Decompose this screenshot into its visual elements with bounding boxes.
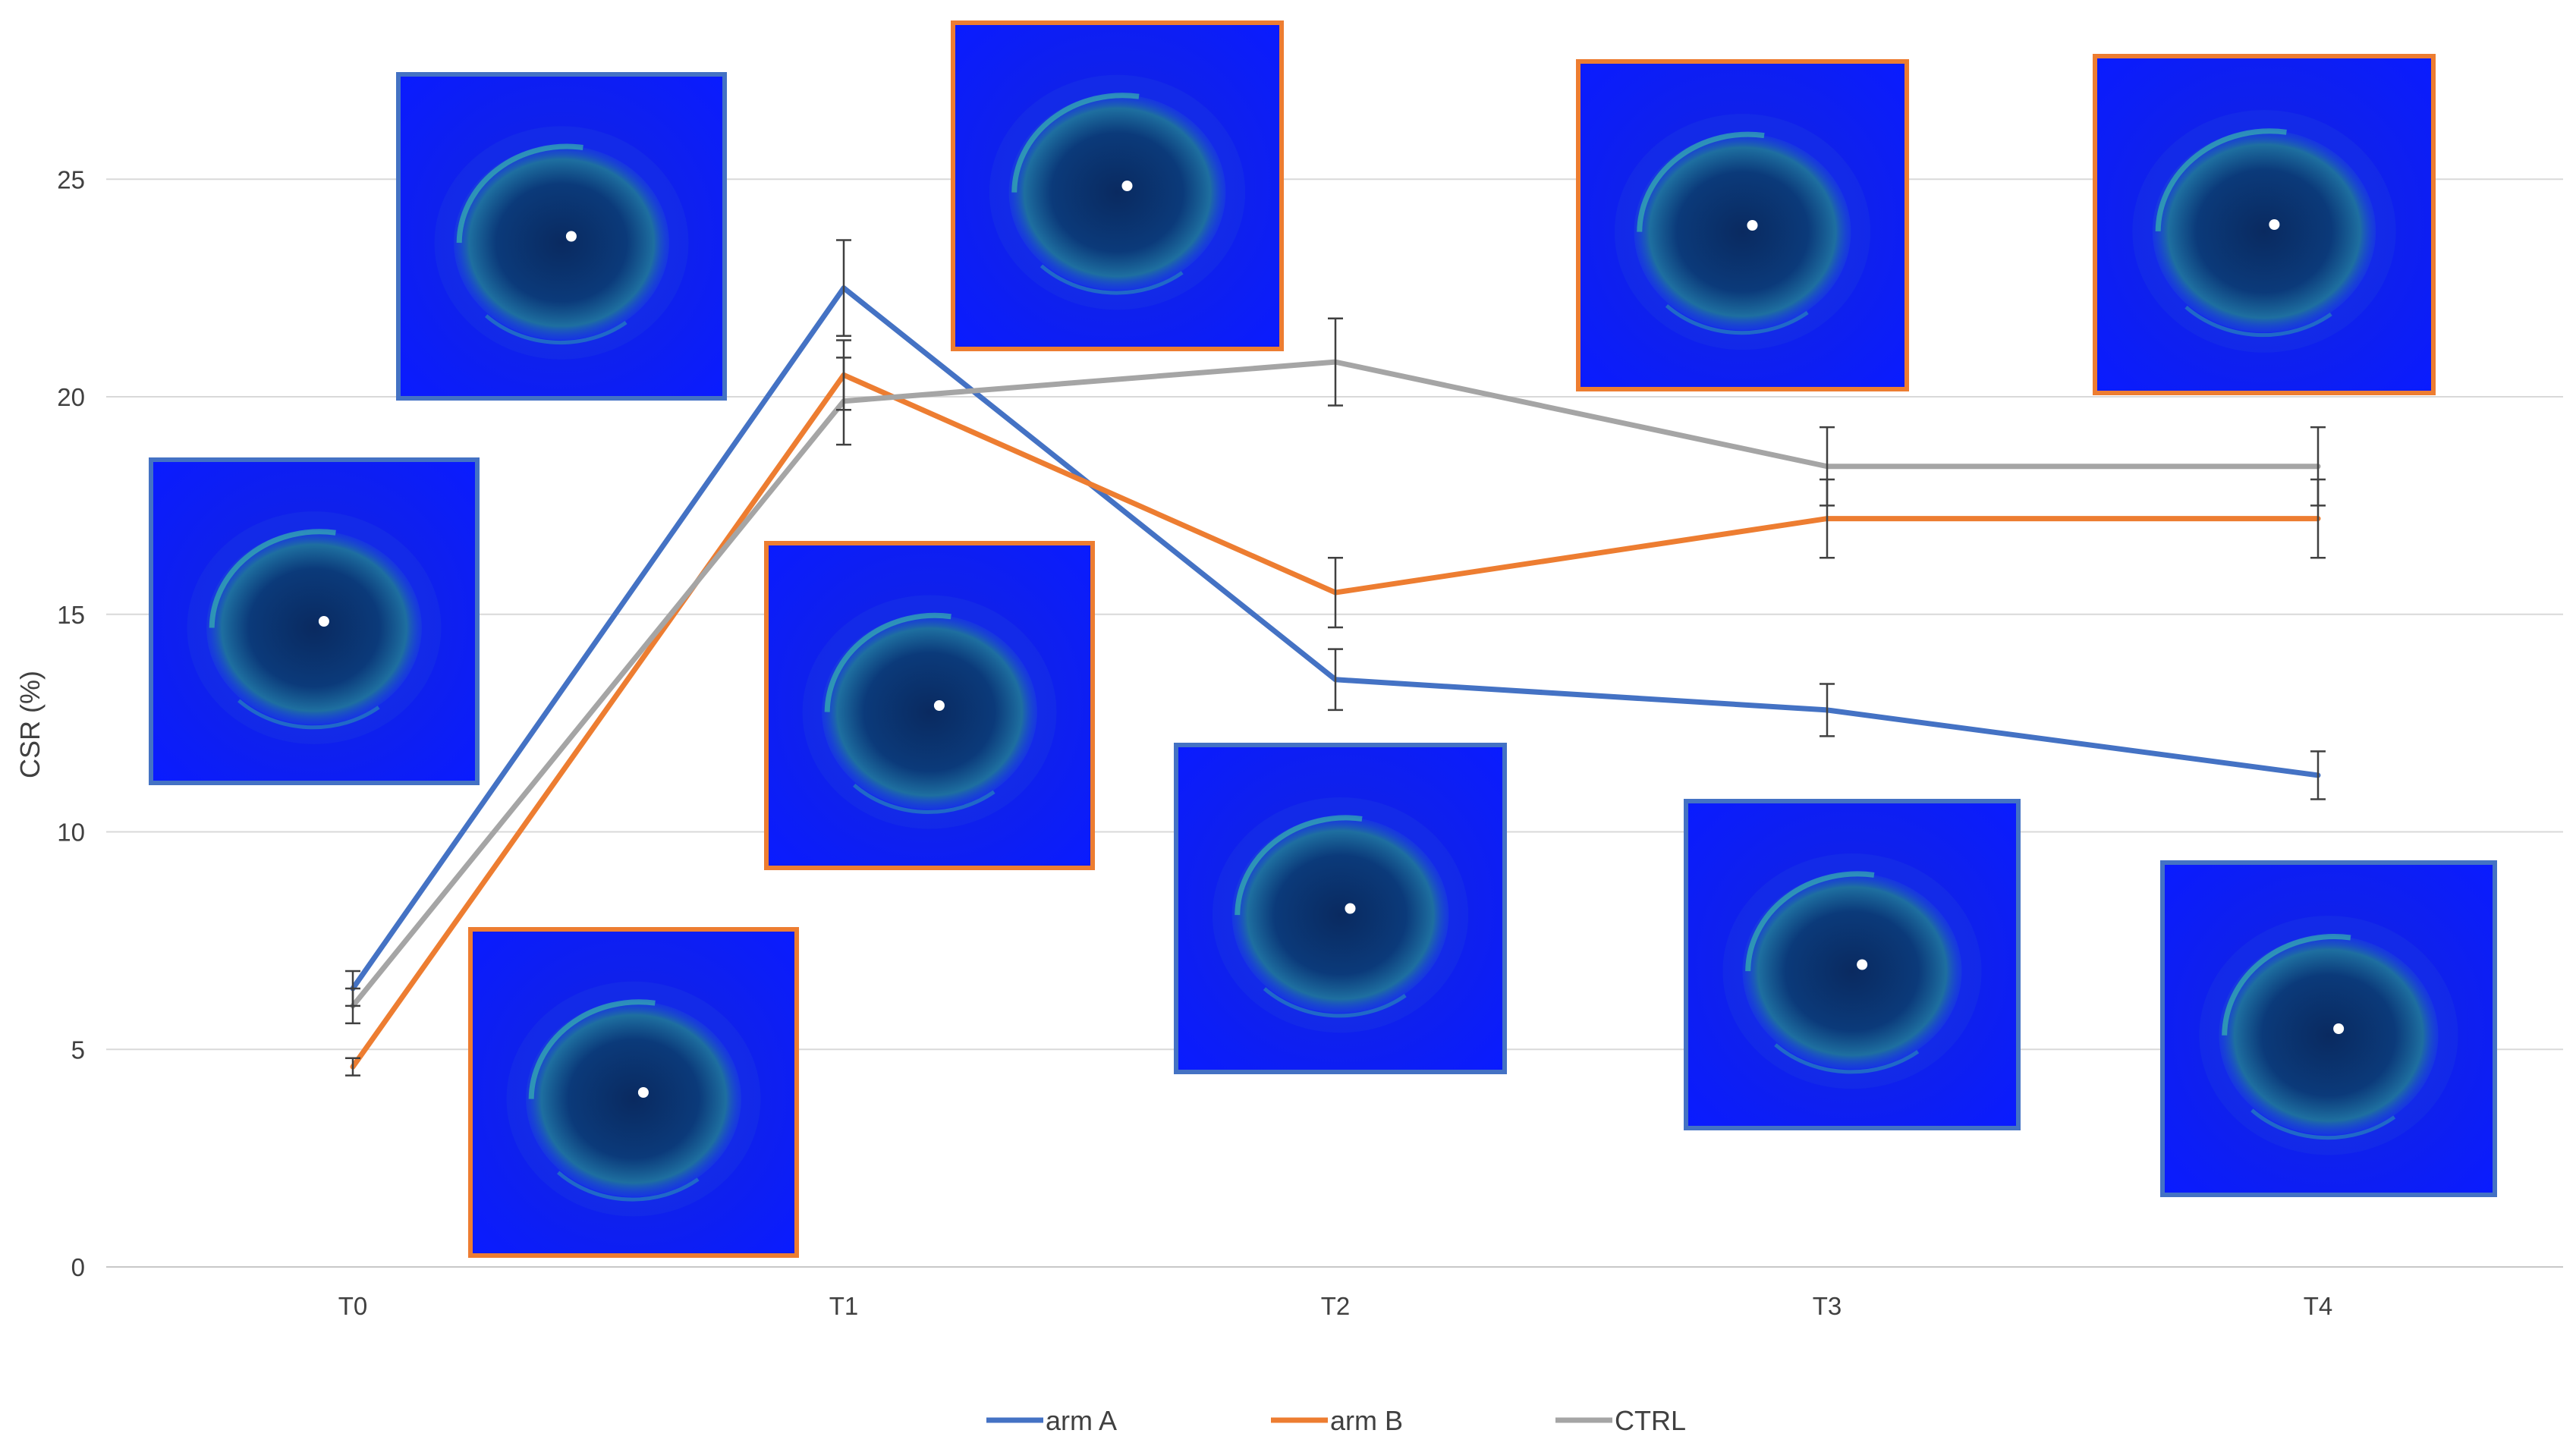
- eye-photo-border: [2093, 54, 2436, 395]
- y-axis-title: CSR (%): [14, 671, 46, 778]
- eye-photo-t4-arm-a: [2160, 860, 2497, 1197]
- y-tick-label: 20: [57, 383, 85, 411]
- eye-photo-t3-arm-b: [1576, 59, 1909, 391]
- y-tick-label: 5: [71, 1036, 85, 1064]
- fluorescein-stain: [1011, 93, 1140, 193]
- fluorescein-stain: [2184, 305, 2332, 338]
- legend-label: CTRL: [1615, 1405, 1686, 1436]
- cornea: [1634, 134, 1851, 331]
- cornea: [454, 145, 669, 341]
- legend-item-ctrl: CTRL: [1555, 1405, 1686, 1436]
- cornea: [1231, 816, 1449, 1014]
- fluorescein-stain: [824, 612, 951, 712]
- light-reflex: [2333, 1023, 2345, 1034]
- fluorescein-stain: [1665, 303, 1809, 335]
- eye-photo-t4-arm-b: [2093, 54, 2436, 395]
- error-bar: [2310, 426, 2326, 507]
- fluorescein-stain: [528, 999, 656, 1099]
- cornea: [526, 1001, 741, 1197]
- error-bar: [1820, 683, 1835, 737]
- eye-photo-t2-arm-b: [951, 20, 1284, 351]
- error-bar: [345, 1057, 360, 1077]
- x-tick-label: T1: [829, 1292, 859, 1320]
- fluorescein-stain: [1774, 1043, 1920, 1074]
- y-tick-label: 25: [57, 165, 85, 193]
- error-bar: [1820, 426, 1835, 507]
- eye-photo-border: [1576, 59, 1909, 391]
- y-tick-label: 15: [57, 601, 85, 629]
- fluorescein-stain: [209, 529, 336, 628]
- legend: arm A arm B CTRL: [986, 1405, 1686, 1436]
- x-tick-label: T0: [338, 1292, 368, 1320]
- eye-photo-t2-arm-a: [1174, 743, 1507, 1074]
- error-bar: [836, 239, 851, 337]
- eye-photo-t3-arm-a: [1684, 799, 2021, 1130]
- light-reflex: [1121, 181, 1133, 191]
- error-bar: [345, 987, 360, 1025]
- eye-photo-border: [1684, 799, 2021, 1130]
- light-reflex: [318, 616, 329, 627]
- eye-photo-border: [396, 72, 727, 401]
- eye-photo-t1-arm-a: [396, 72, 727, 401]
- axes: CSR (%) 0 5 10 15 20 25 T0 T1 T2 T3 T4: [14, 165, 2332, 1320]
- error-bar: [836, 357, 851, 446]
- light-reflex: [565, 231, 577, 242]
- eye-photo-t1-arm-b: [764, 541, 1095, 870]
- error-bars: [345, 239, 2326, 1077]
- cornea: [1742, 872, 1962, 1070]
- error-bar: [1328, 317, 1343, 407]
- fluorescein-stain: [456, 143, 583, 244]
- fluorescein-stain: [2222, 934, 2351, 1036]
- light-reflex: [1747, 220, 1758, 231]
- eye-photo-border: [2160, 860, 2497, 1197]
- fluorescein-stain: [2250, 1108, 2396, 1140]
- x-tick-label: T2: [1321, 1292, 1351, 1320]
- fluorescein-stain: [1637, 131, 1765, 232]
- cornea: [2219, 935, 2439, 1136]
- fluorescein-stain: [1263, 987, 1407, 1018]
- light-reflex: [637, 1087, 649, 1098]
- y-tick-label: 10: [57, 819, 85, 847]
- x-tick-label: T4: [2304, 1292, 2333, 1320]
- cornea: [206, 530, 422, 725]
- fluorescein-stain: [1040, 264, 1184, 295]
- fluorescein-stain: [485, 314, 627, 345]
- cornea: [1008, 94, 1226, 291]
- eye-photo-insets: [149, 20, 2497, 1258]
- cornea: [822, 614, 1037, 809]
- error-bar: [2310, 750, 2326, 800]
- fluorescein-stain: [2155, 128, 2287, 231]
- light-reflex: [933, 700, 945, 711]
- legend-label: arm B: [1330, 1405, 1403, 1436]
- legend-label: arm A: [1046, 1405, 1117, 1436]
- fluorescein-stain: [557, 1171, 700, 1202]
- y-tick-label: 0: [71, 1253, 85, 1281]
- eye-photo-border: [764, 541, 1095, 870]
- x-tick-label: T3: [1813, 1292, 1842, 1320]
- error-bar: [1328, 648, 1343, 712]
- eye-photo-border: [149, 457, 480, 785]
- eye-photo-t0-arm-a: [149, 457, 480, 785]
- cornea: [2152, 130, 2376, 333]
- legend-item-arm-b: arm B: [1271, 1405, 1403, 1436]
- eye-photo-border: [468, 927, 799, 1258]
- eye-photo-border: [1174, 743, 1507, 1074]
- fluorescein-stain: [1235, 815, 1363, 916]
- legend-item-arm-a: arm A: [986, 1405, 1117, 1436]
- light-reflex: [1857, 959, 1868, 970]
- fluorescein-stain: [237, 699, 380, 730]
- fluorescein-stain: [1745, 871, 1875, 972]
- error-bar: [1328, 556, 1343, 629]
- eye-photo-t0-arm-b: [468, 927, 799, 1258]
- light-reflex: [1345, 903, 1356, 914]
- eye-photo-border: [951, 20, 1284, 351]
- light-reflex: [2269, 219, 2280, 230]
- fluorescein-stain: [853, 783, 995, 814]
